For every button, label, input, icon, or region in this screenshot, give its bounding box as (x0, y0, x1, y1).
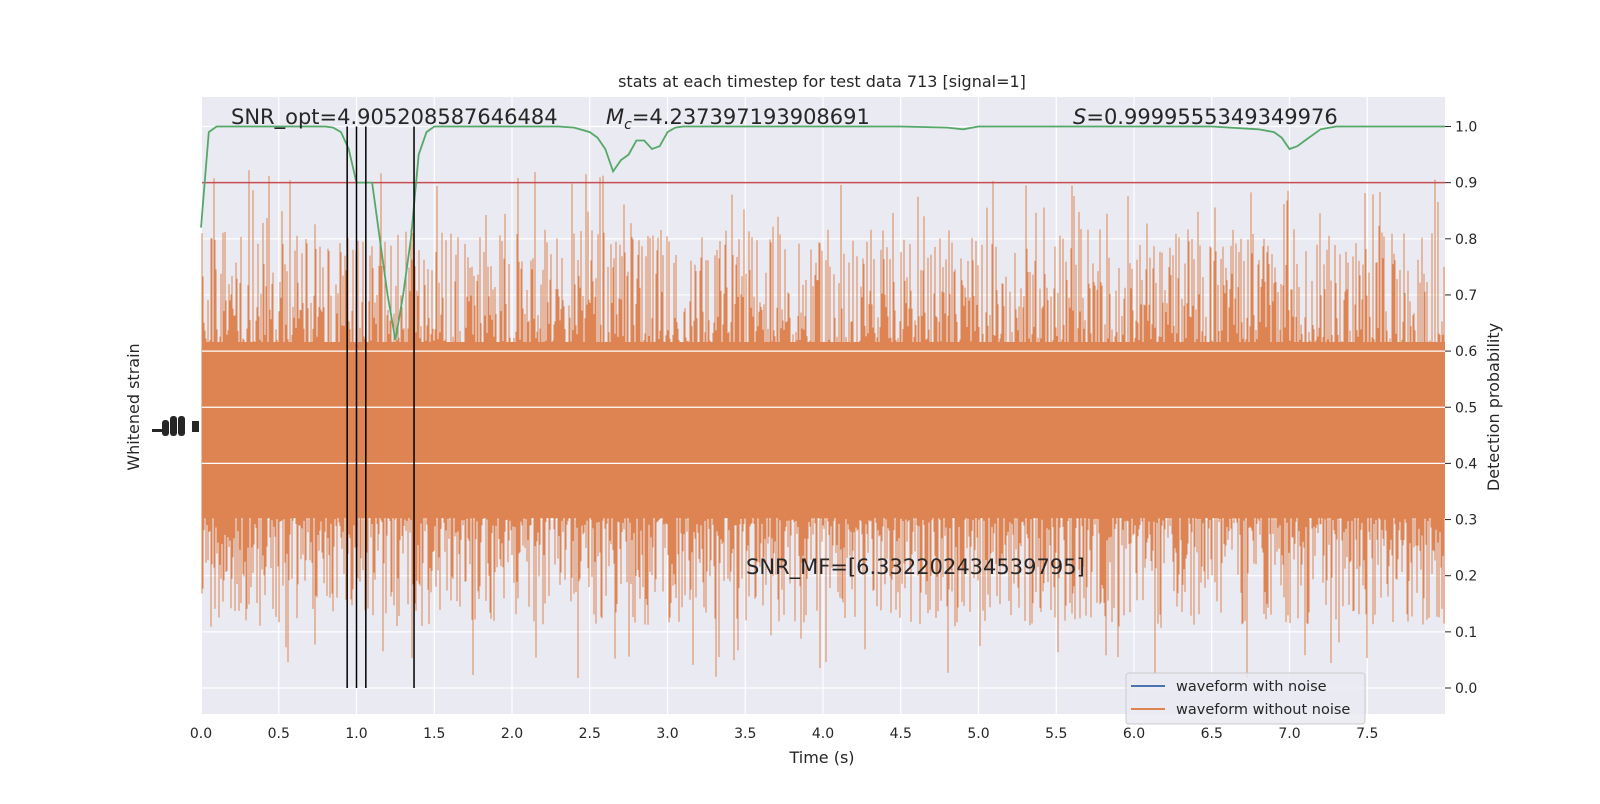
s-annotation: S=0.9999555349349976 (1073, 105, 1338, 129)
waveform-without-noise-series (201, 170, 1445, 678)
x-tick-label: 3.0 (656, 726, 678, 742)
legend-box (1125, 672, 1366, 725)
probability-line (200, 125, 1445, 341)
x-tick-label: 7.0 (1278, 726, 1300, 742)
snr-opt-annotation: SNR_opt=4.905208587646484 (231, 105, 558, 130)
x-tick-label: 2.5 (579, 726, 601, 742)
mc-subscript: c (624, 117, 632, 133)
y-axis-label-right: Detection probability (1484, 323, 1503, 491)
legend-label-with-noise: waveform with noise (1176, 679, 1327, 695)
left-axis-tick-cluster (152, 416, 199, 436)
chart-title: stats at each timestep for test data 713… (618, 72, 1026, 91)
mc-value: =4.237397193908691 (632, 105, 870, 129)
y-axis-label-left: Whitened strain (124, 343, 143, 470)
s-value: =0.9999555349349976 (1086, 105, 1337, 129)
x-tick-label: 7.5 (1356, 726, 1378, 742)
x-tick-label: 0.0 (190, 726, 212, 742)
y-ticks: 0.0 0.1 0.2 0.3 0.4 0.5 0.6 0.7 0.8 0.9 1.0 (1445, 120, 1477, 697)
markers-group (346, 126, 415, 688)
y-tick-label: 0.5 (1455, 400, 1477, 416)
legend-label-without-noise: waveform without noise (1176, 702, 1350, 718)
y-tick-label: 1.0 (1455, 120, 1477, 136)
x-tick-label: 5.0 (967, 726, 989, 742)
mc-symbol: M (606, 105, 624, 129)
x-tick-label: 3.5 (734, 726, 756, 742)
x-tick-label: 1.5 (423, 726, 445, 742)
y-tick-label: 0.8 (1455, 232, 1477, 248)
x-tick-label: 1.0 (345, 726, 367, 742)
x-tick-label: 5.5 (1045, 726, 1067, 742)
probability-group (200, 125, 1445, 341)
x-ticks: 0.0 0.5 1.0 1.5 2.0 2.5 3.0 3.5 4.0 4.5 5.0 5.5 6.0 6… (190, 726, 1379, 742)
chirp-mass-annotation: Mc=4.237397193908691 (606, 105, 870, 133)
y-tick-label: 0.9 (1455, 176, 1477, 192)
x-tick-label: 6.5 (1201, 726, 1223, 742)
y-tick-label: 0.4 (1455, 456, 1477, 472)
x-tick-label: 6.0 (1123, 726, 1145, 742)
y-tick-label: 0.3 (1455, 513, 1477, 529)
legend: waveform with noise waveform without noi… (1125, 672, 1366, 725)
x-tick-label: 4.0 (812, 726, 834, 742)
x-tick-label: 0.5 (268, 726, 290, 742)
snr-mf-annotation: SNR_MF=[6.332202434539795] (746, 555, 1085, 580)
x-axis-label: Time (s) (788, 748, 854, 767)
y-tick-label: 0.0 (1455, 681, 1477, 697)
s-symbol: S (1073, 105, 1086, 129)
y-tick-label: 0.6 (1455, 344, 1477, 360)
waveform-dense-band (202, 342, 1445, 518)
x-tick-label: 2.0 (501, 726, 523, 742)
y-tick-label: 0.7 (1455, 288, 1477, 304)
y-tick-label: 0.2 (1455, 569, 1477, 585)
y-tick-label: 0.1 (1455, 625, 1477, 641)
x-tick-label: 4.5 (890, 726, 912, 742)
